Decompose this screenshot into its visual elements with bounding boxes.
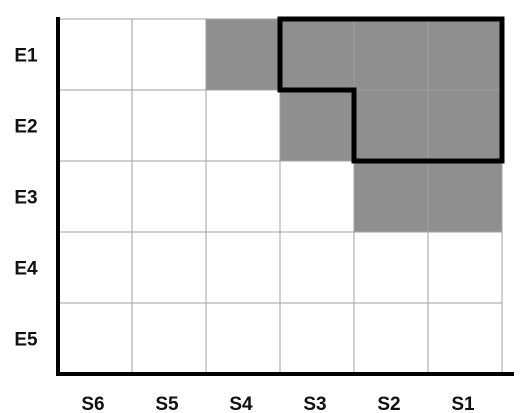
- cell-e5-s1: [428, 303, 502, 374]
- cell-e2-s2: [354, 90, 428, 161]
- cell-e1-s2: [354, 19, 428, 90]
- cell-e5-s5: [132, 303, 206, 374]
- column-label-s3: S3: [303, 394, 326, 413]
- row-label-e3: E3: [14, 188, 37, 209]
- cell-e4-s1: [428, 232, 502, 303]
- column-label-s1: S1: [451, 394, 475, 413]
- grid-cells: [58, 19, 502, 374]
- column-label-s5: S5: [155, 394, 179, 413]
- cell-e2-s4: [206, 90, 280, 161]
- row-label-e4: E4: [14, 259, 38, 280]
- cell-e3-s4: [206, 161, 280, 232]
- row-label-e2: E2: [14, 117, 37, 138]
- cell-e3-s3: [280, 161, 354, 232]
- column-labels: S6 S5 S4 S3 S2 S1: [81, 394, 475, 413]
- row-label-e1: E1: [14, 46, 38, 67]
- highlighted-region-outline: [277, 16, 505, 164]
- cell-e5-s2: [354, 303, 428, 374]
- cell-e2-s1: [428, 90, 502, 161]
- cell-e5-s6: [58, 303, 132, 374]
- cell-e2-s6: [58, 90, 132, 161]
- cell-e5-s4: [206, 303, 280, 374]
- column-label-s6: S6: [81, 394, 104, 413]
- row-labels: E1 E2 E3 E4 E5: [14, 46, 38, 351]
- cell-e3-s6: [58, 161, 132, 232]
- cell-e4-s4: [206, 232, 280, 303]
- column-label-s2: S2: [377, 394, 400, 413]
- cell-e4-s3: [280, 232, 354, 303]
- cell-e1-s6: [58, 19, 132, 90]
- cell-e1-s5: [132, 19, 206, 90]
- cell-e1-s1: [428, 19, 502, 90]
- column-label-s4: S4: [229, 394, 253, 413]
- cell-e3-s2: [354, 161, 428, 232]
- axes: [56, 17, 514, 376]
- cell-e4-s5: [132, 232, 206, 303]
- cell-e4-s6: [58, 232, 132, 303]
- cell-e1-s4: [206, 19, 280, 90]
- row-label-e5: E5: [14, 330, 38, 351]
- cell-e2-s5: [132, 90, 206, 161]
- cell-e5-s3: [280, 303, 354, 374]
- cell-e3-s5: [132, 161, 206, 232]
- cell-e4-s2: [354, 232, 428, 303]
- cell-e2-s3: [280, 90, 354, 161]
- cell-e1-s3: [280, 19, 354, 90]
- cell-e3-s1: [428, 161, 502, 232]
